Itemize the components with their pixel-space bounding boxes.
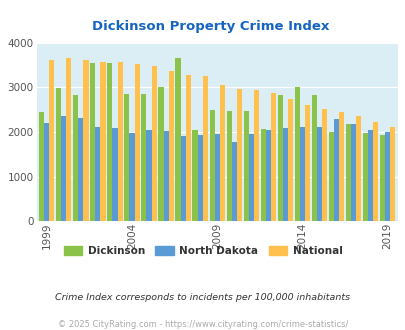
Bar (287, 99, 292, 221)
Bar (73, 95, 78, 221)
Bar (236, 89, 241, 221)
Bar (61, 116, 66, 221)
Bar (304, 105, 309, 221)
Bar (379, 135, 384, 221)
Bar (56, 88, 61, 221)
Bar (260, 129, 265, 221)
Bar (253, 90, 258, 221)
Legend: Dickinson, North Dakota, National: Dickinson, North Dakota, National (59, 242, 346, 260)
Bar (163, 131, 168, 221)
Bar (311, 95, 316, 221)
Bar (83, 60, 88, 221)
Bar (151, 66, 156, 221)
Bar (146, 130, 151, 221)
Bar (168, 71, 173, 221)
Bar (197, 135, 202, 221)
Bar (124, 94, 129, 221)
Bar (192, 130, 197, 221)
Text: Dickinson Property Crime Index: Dickinson Property Crime Index (92, 20, 329, 33)
Text: Crime Index corresponds to incidents per 100,000 inhabitants: Crime Index corresponds to incidents per… (55, 293, 350, 302)
Bar (299, 127, 304, 221)
Bar (158, 87, 163, 221)
Bar (226, 111, 231, 221)
Bar (141, 94, 146, 221)
Bar (333, 119, 338, 221)
Bar (270, 93, 275, 221)
Bar (362, 133, 367, 221)
Bar (49, 60, 54, 221)
Bar (39, 112, 44, 221)
Bar (372, 122, 377, 221)
Bar (117, 62, 122, 221)
Bar (338, 112, 343, 221)
Bar (231, 142, 236, 221)
Bar (265, 130, 270, 221)
Bar (107, 62, 112, 221)
Bar (219, 85, 224, 221)
Bar (78, 118, 83, 221)
Bar (248, 134, 253, 221)
Bar (112, 128, 117, 221)
Bar (294, 87, 299, 221)
Bar (214, 134, 219, 221)
Bar (44, 123, 49, 221)
Bar (95, 127, 100, 221)
Bar (129, 133, 134, 221)
Bar (389, 127, 394, 221)
Bar (282, 128, 287, 221)
Bar (209, 110, 214, 221)
Bar (321, 109, 326, 221)
Bar (100, 62, 105, 221)
Bar (350, 124, 355, 221)
Bar (180, 137, 185, 221)
Bar (277, 95, 282, 221)
Bar (66, 58, 71, 221)
Bar (355, 116, 360, 221)
Bar (367, 130, 372, 221)
Bar (175, 58, 180, 221)
Bar (328, 132, 333, 221)
Bar (185, 75, 190, 221)
Bar (90, 63, 95, 221)
Bar (243, 111, 248, 221)
Bar (202, 76, 207, 221)
Text: © 2025 CityRating.com - https://www.cityrating.com/crime-statistics/: © 2025 CityRating.com - https://www.city… (58, 320, 347, 329)
Bar (345, 123, 350, 221)
Bar (134, 64, 139, 221)
Bar (384, 132, 389, 221)
Bar (316, 127, 321, 221)
